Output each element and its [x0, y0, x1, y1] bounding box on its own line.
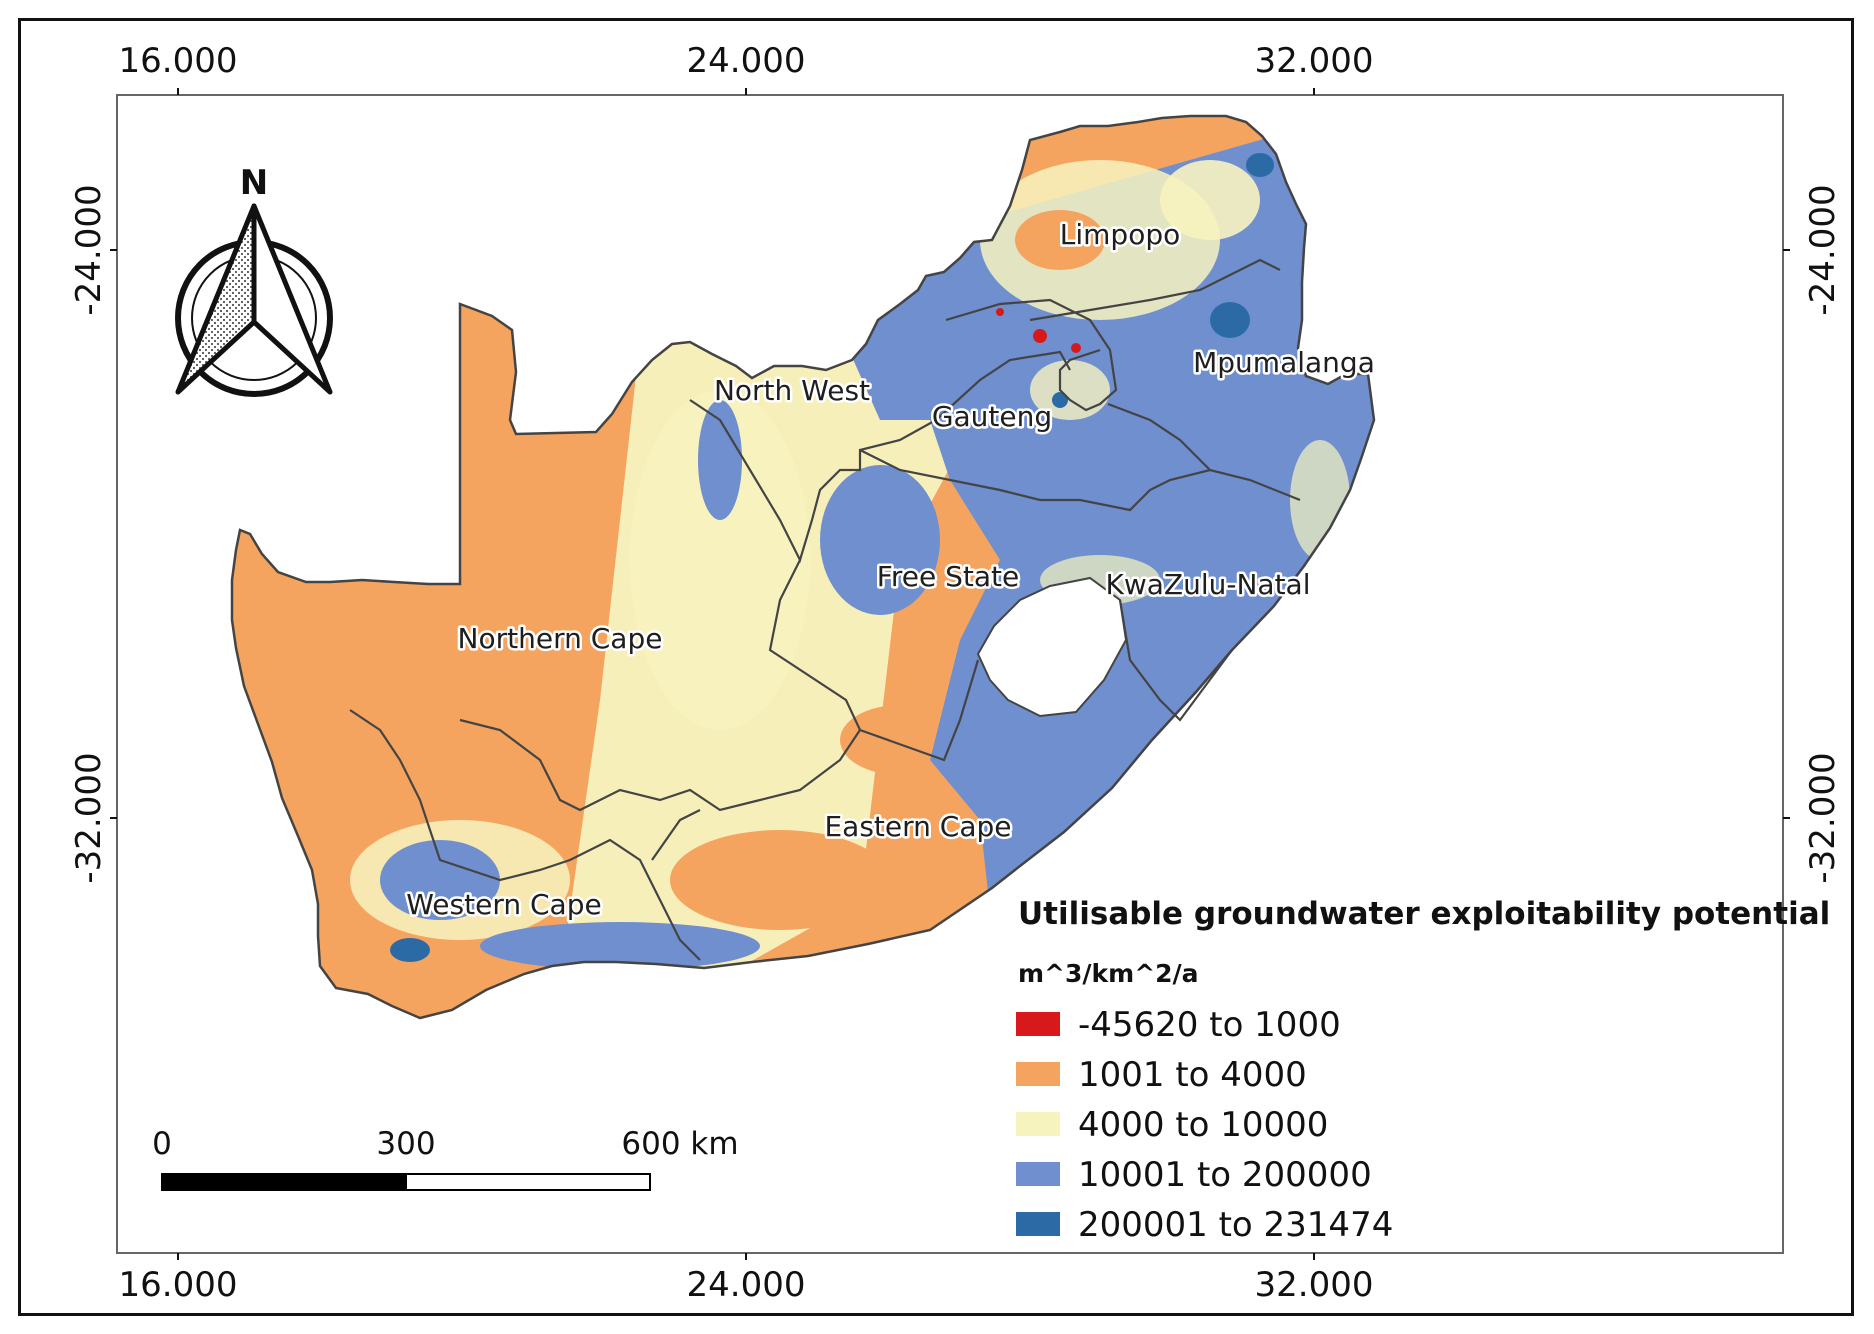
scale-bar: 0 300 600 km	[152, 1126, 739, 1191]
x-tick-label: 24.000	[687, 1265, 806, 1305]
legend-label: 1001 to 4000	[1078, 1055, 1307, 1095]
x-tick-label: 32.000	[1255, 41, 1374, 81]
legend-label: 4000 to 10000	[1078, 1105, 1328, 1145]
province-label: Western Cape	[406, 888, 601, 921]
legend-label: 10001 to 200000	[1078, 1155, 1372, 1195]
scale-label: 300	[376, 1126, 435, 1162]
province-label: Gauteng	[932, 400, 1052, 433]
north-label: N	[240, 163, 268, 203]
province-label: Northern Cape	[458, 622, 663, 655]
y-tick-label: -32.000	[1803, 752, 1843, 883]
province-label: Limpopo	[1060, 218, 1180, 251]
scale-label: 0	[152, 1126, 172, 1162]
y-tick-label: -24.000	[69, 184, 109, 315]
x-tick-label: 16.000	[119, 41, 238, 81]
y-tick-label: -24.000	[1803, 184, 1843, 315]
legend-label: 200001 to 231474	[1078, 1205, 1393, 1245]
province-label: North West	[714, 374, 870, 407]
legend: Utilisable groundwater exploitability po…	[1016, 896, 1830, 1245]
province-labels: Limpopo Mpumalanga North West Gauteng Fr…	[404, 216, 1378, 924]
province-boundaries	[349, 258, 1301, 961]
legend-swatch	[1016, 1212, 1060, 1236]
x-tick-label: 32.000	[1255, 1265, 1374, 1305]
province-label: Eastern Cape	[824, 810, 1011, 843]
legend-swatch	[1016, 1062, 1060, 1086]
y-tick-label: -32.000	[69, 752, 109, 883]
scale-label: 600 km	[621, 1126, 738, 1162]
x-tick-label: 16.000	[119, 1265, 238, 1305]
legend-swatch	[1016, 1012, 1060, 1036]
figure-frame	[18, 18, 1854, 1316]
legend-unit: m^3/km^2/a	[1018, 959, 1199, 988]
legend-swatch	[1016, 1162, 1060, 1186]
legend-label: -45620 to 1000	[1078, 1005, 1341, 1045]
province-label: Free State	[877, 560, 1019, 593]
north-arrow-icon: N	[175, 163, 333, 397]
x-tick-label: 24.000	[687, 41, 806, 81]
groundwater-raster	[232, 116, 1374, 1018]
legend-swatch	[1016, 1112, 1060, 1136]
legend-title: Utilisable groundwater exploitability po…	[1018, 896, 1830, 932]
province-label: Mpumalanga	[1193, 346, 1375, 379]
axis-tick-marks	[110, 88, 1790, 1260]
province-label: KwaZulu-Natal	[1106, 568, 1311, 601]
